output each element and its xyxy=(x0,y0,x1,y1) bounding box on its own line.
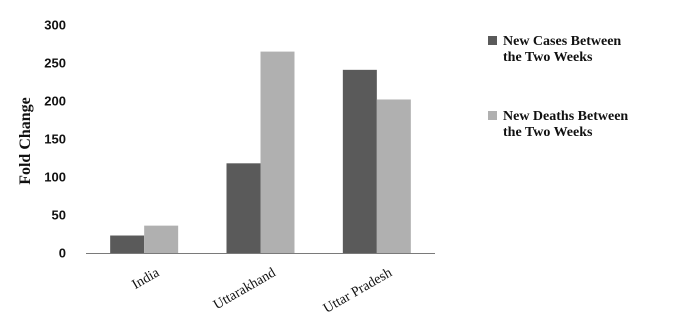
bar xyxy=(342,69,377,253)
y-tick-label: 300 xyxy=(44,18,66,33)
bar xyxy=(376,99,411,253)
legend-label: New Cases Between xyxy=(503,34,621,49)
y-tick-label: 250 xyxy=(44,56,66,71)
legend-label: the Two Weeks xyxy=(503,50,593,65)
x-tick-label: Uttarakhand xyxy=(211,265,278,313)
legend-swatch xyxy=(488,36,497,45)
y-tick-label: 50 xyxy=(52,208,66,223)
bar xyxy=(226,163,261,253)
y-tick-label: 200 xyxy=(44,94,66,109)
legend-swatch xyxy=(488,111,497,120)
y-axis-ticks: 0 50 100 150 200 250 300 xyxy=(44,18,66,261)
bar xyxy=(260,51,295,253)
x-axis-tick-labels: India Uttarakhand Uttar Pradesh xyxy=(130,265,395,317)
bar xyxy=(110,235,145,253)
legend-label: the Two Weeks xyxy=(503,125,593,140)
y-tick-label: 0 xyxy=(59,246,66,261)
x-tick-label: Uttar Pradesh xyxy=(321,265,395,316)
bar xyxy=(144,225,179,253)
x-tick-label: India xyxy=(130,265,163,293)
y-tick-label: 150 xyxy=(44,132,66,147)
y-tick-label: 100 xyxy=(44,170,66,185)
bars-group xyxy=(110,51,411,253)
legend-label: New Deaths Between xyxy=(503,109,628,124)
y-axis-title: Fold Change xyxy=(17,97,34,185)
y-axis-title-group: Fold Change xyxy=(17,97,34,185)
